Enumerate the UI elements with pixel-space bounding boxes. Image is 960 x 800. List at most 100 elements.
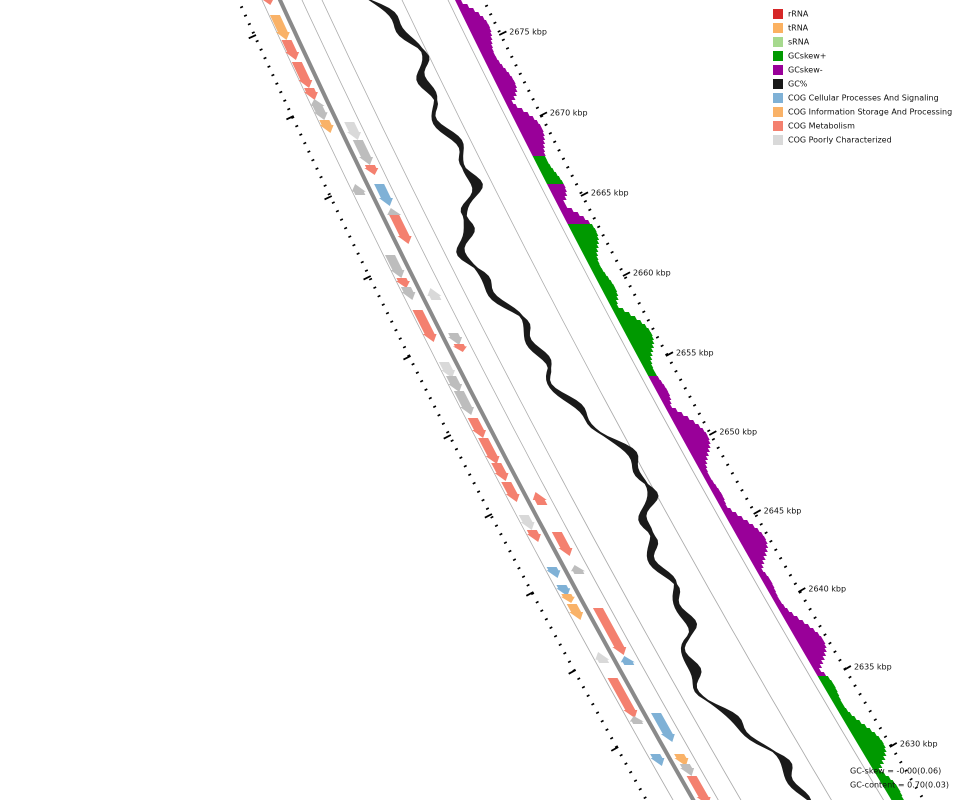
- ruler-major-tick: [525, 591, 534, 597]
- gc-skew-bar: [616, 316, 637, 320]
- gc-skew-bar: [508, 108, 524, 112]
- ruler-label: 2665 kbp: [591, 189, 629, 198]
- gc-skew-bar: [834, 704, 846, 708]
- gc-skew-bar: [705, 480, 715, 484]
- ruler-tick: [311, 158, 315, 162]
- ruler-tick: [692, 403, 697, 407]
- gc-skew-bar: [672, 420, 696, 424]
- legend-label: COG Cellular Processes And Signaling: [788, 94, 939, 103]
- ruler-tick: [517, 566, 521, 570]
- ruler-tick: [364, 269, 369, 273]
- gene-feature: [629, 716, 644, 724]
- gc-skew-bar: [683, 440, 711, 444]
- legend-label: COG Poorly Characterized: [788, 136, 892, 145]
- ruler-tick: [481, 498, 485, 502]
- ruler-tick: [688, 395, 692, 399]
- ruler-tick: [848, 675, 852, 679]
- gc-skew-bar: [855, 740, 884, 744]
- ruler-tick: [339, 218, 344, 222]
- gc-skew-bar: [810, 664, 823, 668]
- ruler-tick: [619, 267, 623, 271]
- ruler-tick: [628, 770, 633, 774]
- gc-skew-bar: [462, 16, 485, 20]
- gc-skew-bar: [752, 564, 764, 568]
- ruler-tick: [437, 413, 441, 417]
- gc-skew-bar: [667, 412, 684, 416]
- ruler-tick: [697, 412, 702, 416]
- gc-skew-bar: [709, 488, 721, 492]
- gc-skew-bar: [455, 0, 463, 4]
- gc-skew-bar: [643, 368, 655, 372]
- ruler-tick: [373, 286, 377, 290]
- ruler-tick: [601, 233, 605, 237]
- gene-feature: [679, 764, 695, 776]
- tracks: 2675 kbp 2670 kbp 2665 kbp 2660 kbp 2655 kbp…: [239, 0, 938, 800]
- ruler-major-tick: [403, 355, 411, 361]
- legend-label: COG Metabolism: [788, 122, 855, 131]
- gene-feature: [620, 656, 635, 665]
- ruler-tick: [643, 796, 647, 800]
- gc-skew-bar: [659, 396, 672, 400]
- ruler-tick: [868, 709, 872, 713]
- gc-skew-bar: [530, 152, 546, 156]
- gc-skew-bar: [663, 404, 673, 408]
- gene-feature: [651, 713, 675, 742]
- ruler-tick: [271, 73, 275, 77]
- ruler-tick: [655, 335, 660, 339]
- ruler-tick: [291, 116, 295, 120]
- gc-skew-bar: [613, 312, 631, 316]
- ruler-tick: [368, 277, 373, 281]
- ruler-major-tick: [708, 430, 717, 436]
- ruler-tick: [531, 97, 535, 101]
- gc-skew-bar: [838, 712, 853, 716]
- gc-skew-bar: [727, 520, 750, 524]
- ruler-tick: [518, 72, 522, 76]
- gc-skew-bar: [551, 192, 568, 196]
- gc-skew-bar: [637, 356, 653, 360]
- ruler-tick: [539, 114, 544, 118]
- gc-skew-bar: [764, 584, 775, 588]
- gene-feature: [395, 278, 410, 288]
- ruler-major-tick: [797, 587, 806, 593]
- ruler-major-tick: [539, 111, 548, 117]
- gene-feature: [674, 754, 689, 766]
- ruler-tick: [499, 532, 503, 536]
- ruler-tick: [508, 549, 512, 553]
- gene-feature: [303, 88, 318, 100]
- gc-skew-bar: [714, 496, 725, 500]
- gc-skew-bar: [626, 336, 655, 340]
- track-line: [447, 0, 884, 800]
- gc-skew-bar: [476, 44, 494, 48]
- gc-skew-bar: [648, 376, 660, 380]
- ruler-tick: [385, 311, 390, 315]
- gc-skew-bar: [580, 248, 599, 252]
- ruler-tick: [735, 480, 739, 484]
- ruler-tick: [279, 90, 283, 94]
- ruler-tick: [721, 454, 725, 458]
- gc-skew-bar: [723, 512, 738, 516]
- gc-skew-bar: [850, 732, 877, 736]
- ruler-tick: [255, 39, 259, 43]
- ruler-tick: [394, 328, 398, 332]
- ruler-tick: [642, 310, 646, 314]
- ruler-tick: [463, 464, 467, 468]
- ruler-tick: [914, 786, 918, 790]
- gc-skew-bar: [559, 208, 574, 212]
- gene-feature: [526, 530, 541, 542]
- ruler-tick: [259, 48, 263, 51]
- gc-skew-bar: [468, 28, 492, 32]
- ruler-tick: [624, 762, 628, 766]
- gc-skew-bar: [622, 328, 651, 332]
- ruler-label: 2630 kbp: [900, 740, 938, 749]
- ruler-tick: [503, 541, 508, 545]
- ruler-major-tick: [889, 742, 898, 748]
- gc-skew-bar: [472, 36, 493, 40]
- ruler-tick: [512, 558, 517, 562]
- gc-skew-bar: [884, 788, 901, 792]
- gc-skew-bar: [590, 268, 604, 272]
- ruler-tick: [450, 439, 454, 443]
- ruler-major-tick: [610, 746, 619, 752]
- gc-skew-bar: [520, 132, 545, 136]
- gene-feature: [467, 418, 486, 438]
- gc-skew-bar: [482, 56, 498, 60]
